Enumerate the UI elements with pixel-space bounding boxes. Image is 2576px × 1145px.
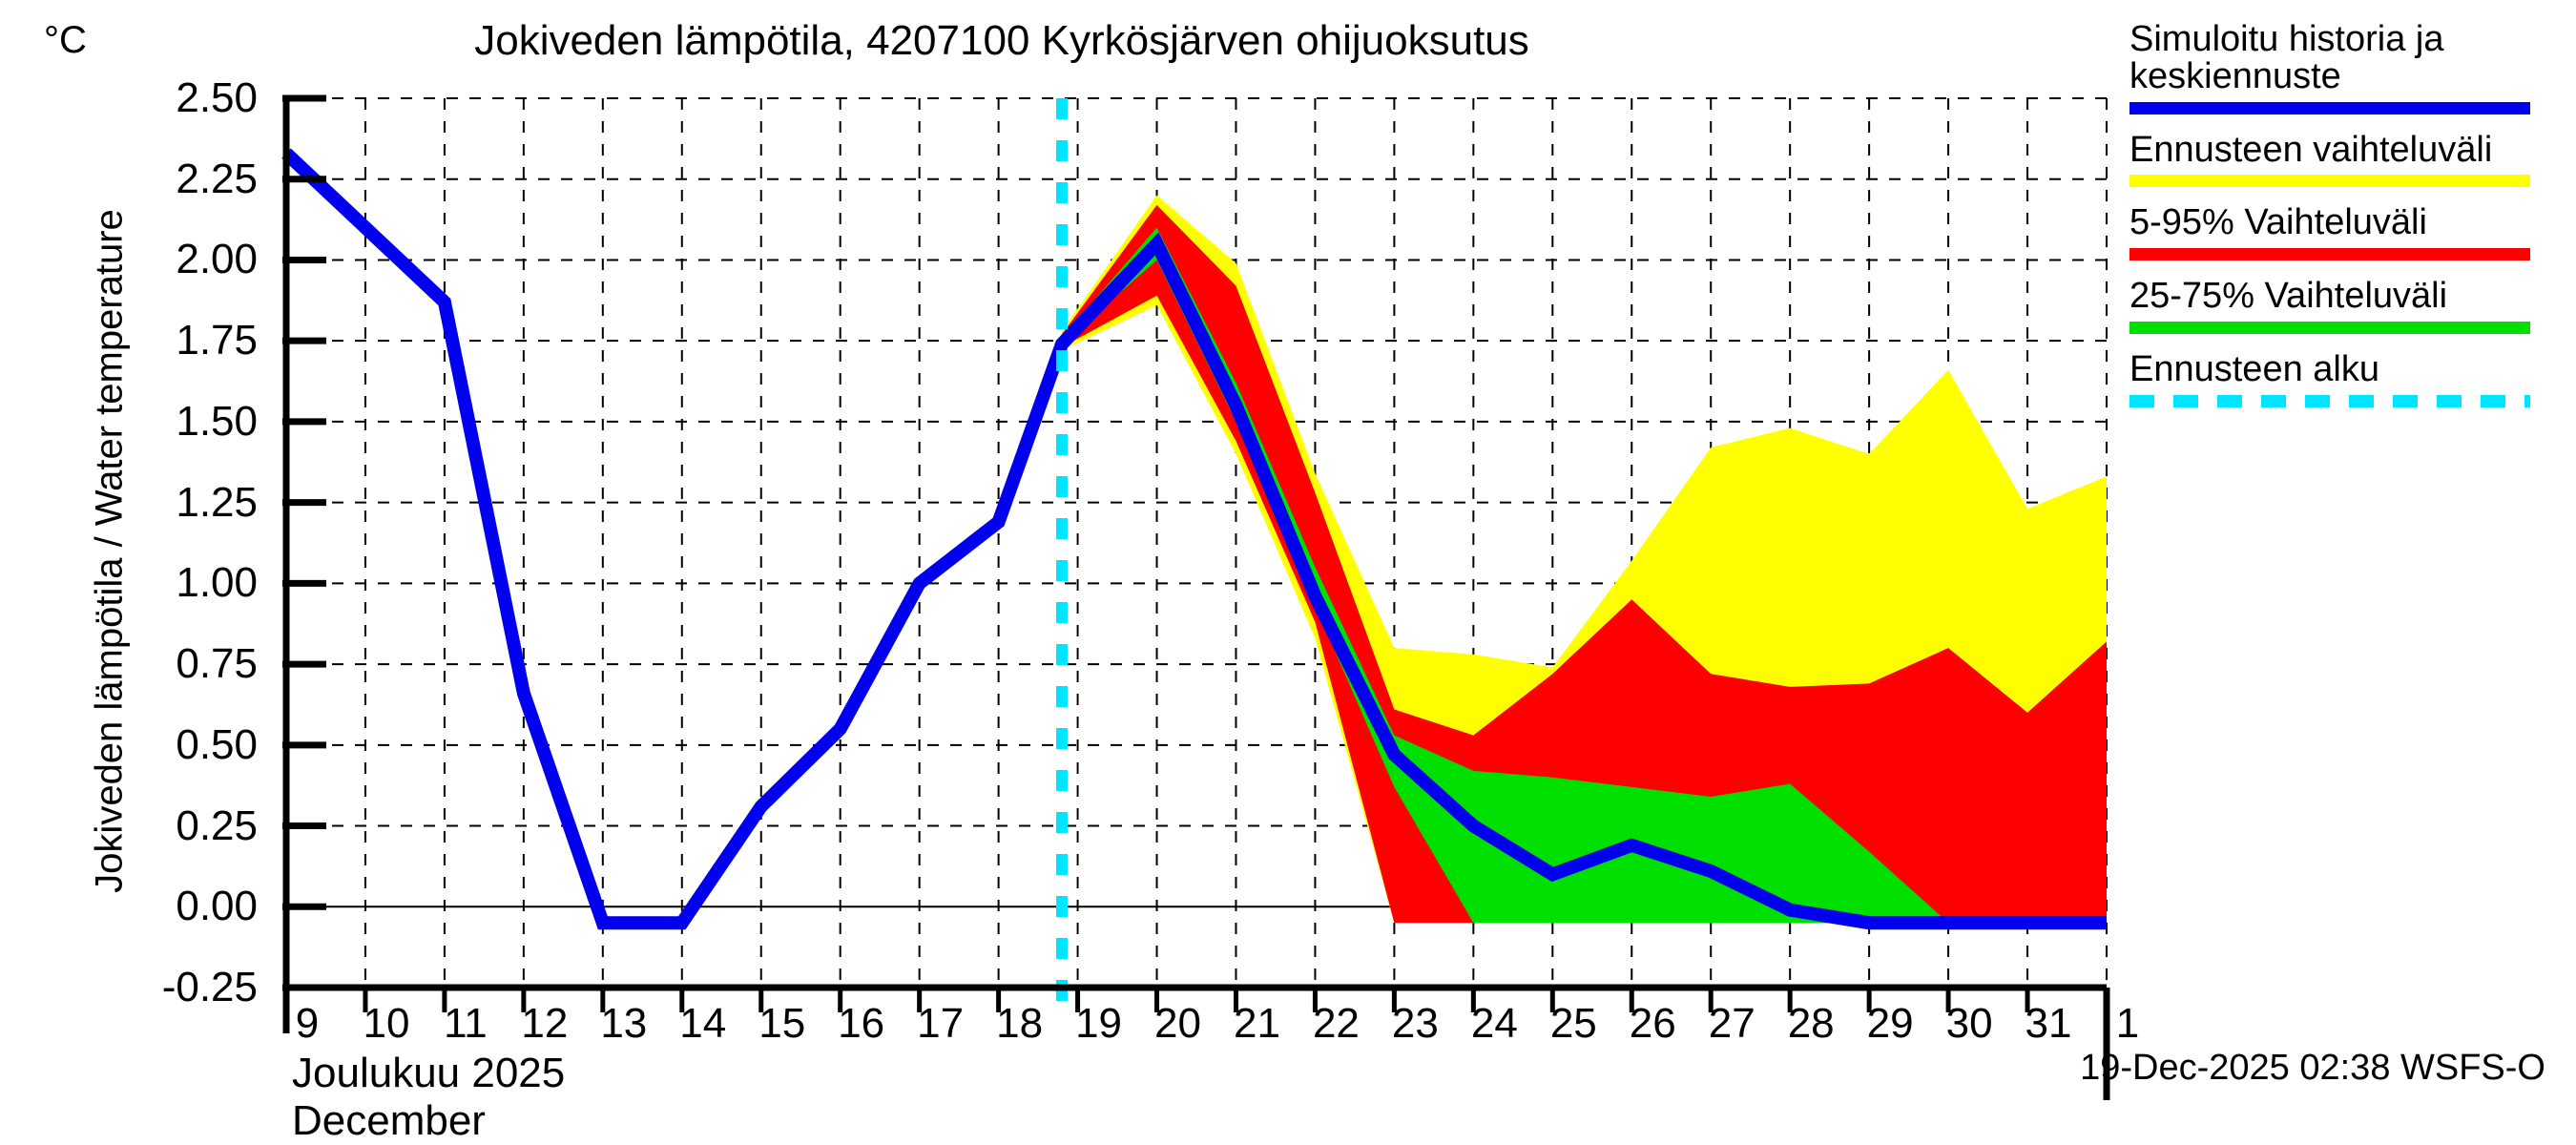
legend-item-label: Ennusteen vaihteluväli bbox=[2129, 129, 2493, 170]
y-tick-label: 0.75 bbox=[176, 640, 258, 688]
x-tick-label: 22 bbox=[1312, 1000, 1360, 1047]
legend-item[interactable]: Simuloitu historia ja keskiennuste bbox=[2129, 21, 2568, 114]
legend-item-swatch bbox=[2129, 101, 2530, 114]
x-tick-label: 10 bbox=[363, 1000, 410, 1047]
legend-item[interactable]: 25-75% Vaihteluväli bbox=[2129, 278, 2568, 334]
y-tick-label: 2.00 bbox=[176, 236, 258, 283]
legend-item-swatch bbox=[2129, 248, 2530, 260]
y-tick-label: 0.25 bbox=[176, 802, 258, 849]
y-tick-label: 1.00 bbox=[176, 559, 258, 607]
legend: Simuloitu historia ja keskiennuste Ennust… bbox=[2129, 21, 2568, 425]
x-tick-label: 9 bbox=[295, 1000, 320, 1047]
y-tick-label: -0.25 bbox=[161, 964, 258, 1010]
y-tick-label: 1.75 bbox=[176, 317, 258, 364]
legend-item-swatch bbox=[2129, 175, 2530, 188]
x-tick-label: 21 bbox=[1233, 1000, 1280, 1047]
x-tick-label: 14 bbox=[679, 1000, 727, 1047]
series-line-mean bbox=[281, 148, 2107, 930]
legend-item[interactable]: 5-95% Vaihteluväli bbox=[2129, 204, 2568, 260]
y-axis-tick-labels: 2.50 2.25 2.00 1.75 1.50 1.25 1.00 0.75 0.50 0.25… bbox=[105, 0, 258, 1145]
band-5-95 bbox=[1061, 204, 2107, 924]
legend-item-label: 25-75% Vaihteluväli bbox=[2129, 276, 2448, 316]
x-tick-label: 12 bbox=[521, 1000, 569, 1047]
page-title: Jokiveden lämpötila, 4207100 Kyrkösjärve… bbox=[474, 17, 1529, 64]
x-tick-label: 17 bbox=[917, 1000, 965, 1047]
unit-label: °C bbox=[44, 19, 87, 61]
legend-item[interactable]: Ennusteen alku bbox=[2129, 348, 2568, 407]
x-axis-month-en: December bbox=[292, 1097, 486, 1144]
band-25-75 bbox=[1061, 227, 2107, 924]
x-tick-label: 23 bbox=[1391, 1000, 1439, 1047]
x-tick-label: 19 bbox=[1075, 1000, 1123, 1047]
x-tick-label: 31 bbox=[2025, 1000, 2072, 1047]
y-tick-label: 2.50 bbox=[176, 74, 258, 121]
legend-item[interactable]: Ennusteen vaihteluväli bbox=[2129, 129, 2568, 188]
y-tick-label: 1.50 bbox=[176, 397, 258, 445]
x-tick-label: 11 bbox=[444, 1000, 488, 1047]
x-tick-label: 25 bbox=[1549, 1000, 1597, 1047]
x-tick-label: 18 bbox=[996, 1000, 1044, 1047]
legend-item-swatch bbox=[2129, 394, 2530, 407]
x-tick-label: 1 bbox=[2115, 1000, 2140, 1047]
x-axis-month-fi: Joulukuu 2025 bbox=[292, 1050, 566, 1096]
x-tick-label: 24 bbox=[1470, 1000, 1518, 1047]
x-tick-label: 15 bbox=[758, 1000, 806, 1047]
x-tick-label: 27 bbox=[1708, 1000, 1755, 1047]
legend-item-swatch bbox=[2129, 321, 2530, 334]
y-tick-label: 0.00 bbox=[176, 883, 258, 930]
x-tick-label: 13 bbox=[600, 1000, 648, 1047]
x-tick-label: 26 bbox=[1629, 1000, 1676, 1047]
x-tick-label: 29 bbox=[1866, 1000, 1914, 1047]
y-tick-label: 2.25 bbox=[176, 155, 258, 202]
y-tick-label: 1.25 bbox=[176, 478, 258, 526]
x-tick-label: 30 bbox=[1945, 1000, 1993, 1047]
x-tick-label: 16 bbox=[838, 1000, 885, 1047]
legend-item-label: Simuloitu historia ja keskiennuste bbox=[2129, 19, 2444, 96]
x-tick-label: 28 bbox=[1787, 1000, 1835, 1047]
y-tick-label: 0.50 bbox=[176, 720, 258, 768]
footer-timestamp: 19-Dec-2025 02:38 WSFS-O bbox=[2080, 1048, 2545, 1088]
x-tick-label: 20 bbox=[1154, 1000, 1201, 1047]
legend-item-label: 5-95% Vaihteluväli bbox=[2129, 202, 2427, 243]
legend-item-label: Ennusteen alku bbox=[2129, 348, 2379, 389]
